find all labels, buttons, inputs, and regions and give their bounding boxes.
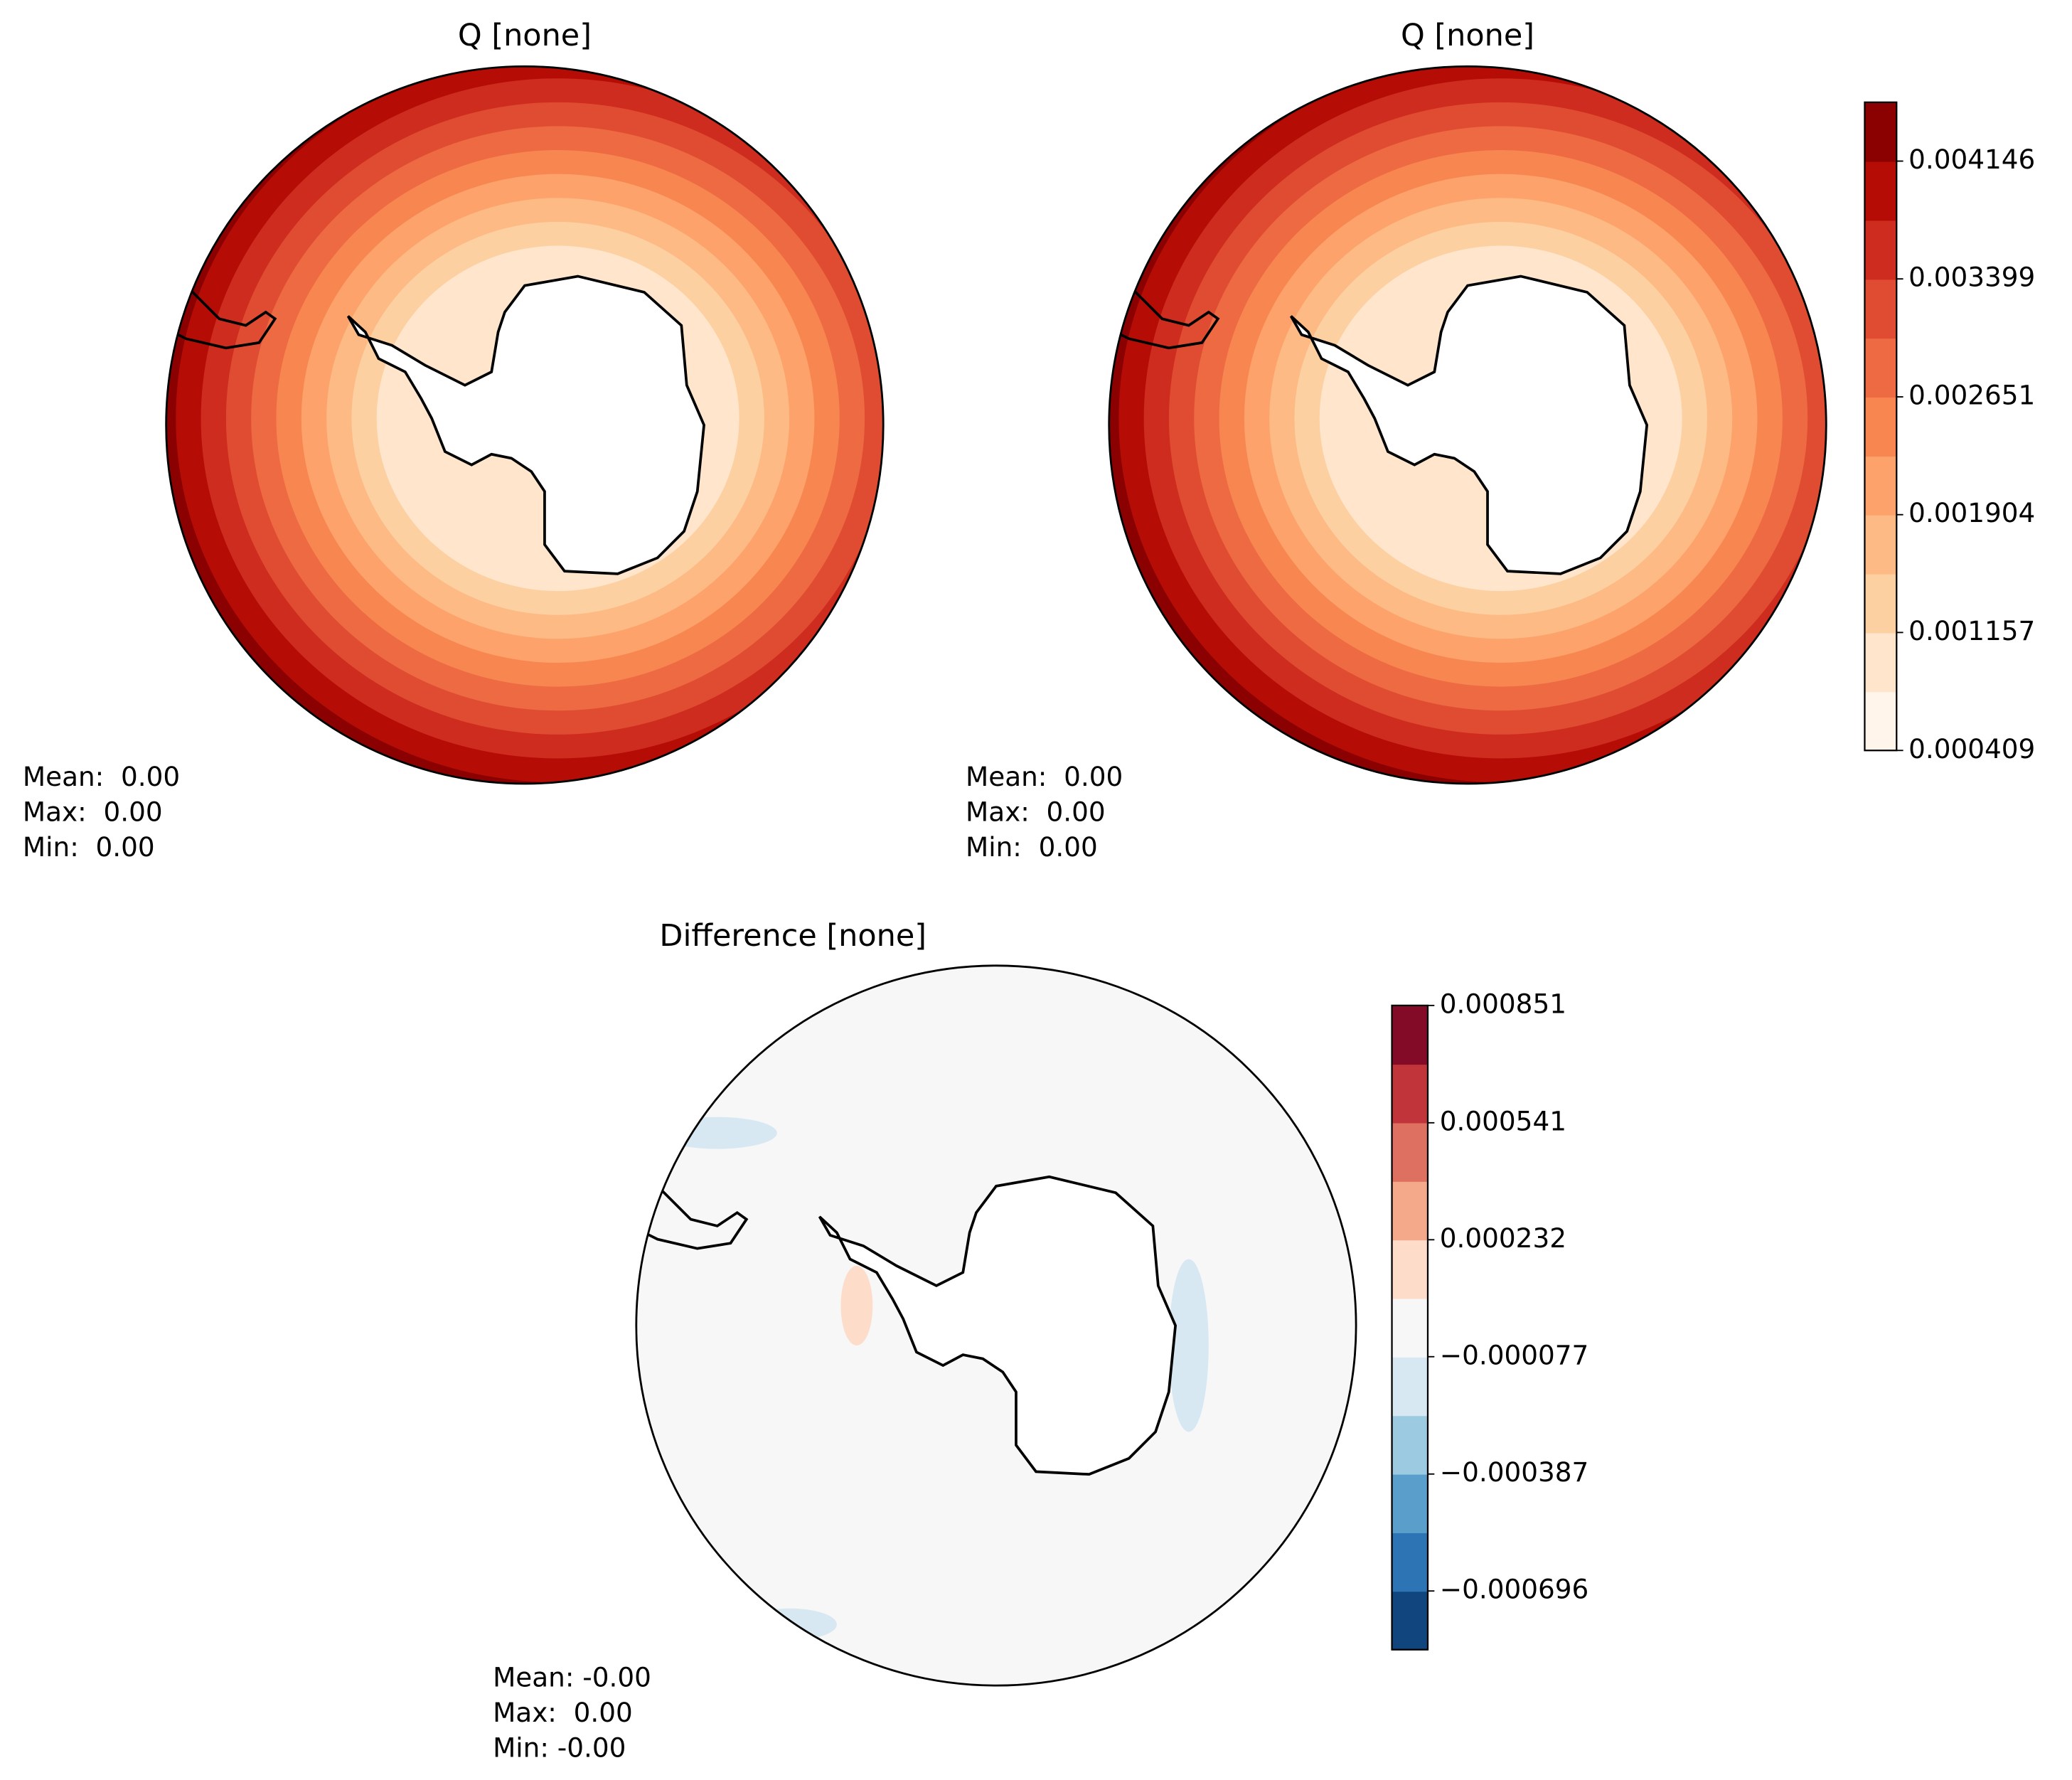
map-boundary <box>635 964 1357 1687</box>
colorbar-band <box>1864 573 1897 634</box>
map-field <box>1109 66 1827 784</box>
contour-band <box>1168 1259 1209 1432</box>
colorbar-band <box>1864 514 1897 575</box>
colorbar-band <box>1392 1240 1428 1299</box>
map-field <box>166 66 884 784</box>
map-boundary <box>1108 65 1827 785</box>
colorbar-band <box>1392 1591 1428 1651</box>
contour-band <box>657 1117 777 1149</box>
contour-band <box>744 1608 837 1641</box>
map-title: Q [none] <box>1401 18 1534 53</box>
stat-label: Max: 0.00 <box>493 1697 633 1728</box>
coastline <box>642 1179 749 1250</box>
colorbar-band <box>1864 397 1897 457</box>
colorbar-tick-label: 0.000232 <box>1440 1222 1566 1254</box>
colorbar-band <box>1392 1122 1428 1182</box>
colorbar-tick-label: 0.003399 <box>1908 262 2035 293</box>
coastline <box>1114 279 1220 350</box>
stat-label: Max: 0.00 <box>966 796 1106 827</box>
stat-label: Min: -0.00 <box>493 1732 626 1763</box>
stat-label: Mean: 0.00 <box>23 761 180 792</box>
colorbar-band <box>1392 1005 1428 1065</box>
colorbar-band <box>1864 691 1897 752</box>
coastline <box>171 279 277 350</box>
colorbar-tick-label: 0.000541 <box>1440 1105 1566 1136</box>
colorbar-band <box>1864 161 1897 221</box>
colorbar-band <box>1864 632 1897 693</box>
colorbar-band <box>1864 338 1897 398</box>
map-title: Q [none] <box>458 18 592 53</box>
colorbar-frame <box>1864 101 1898 752</box>
stat-label: Mean: 0.00 <box>966 761 1123 792</box>
colorbar-tick-label: 0.001157 <box>1908 615 2035 646</box>
colorbar-band <box>1864 102 1897 162</box>
colorbar-tick-label: 0.000851 <box>1440 988 1566 1019</box>
colorbar-band <box>1864 279 1897 339</box>
stat-label: Max: 0.00 <box>23 796 163 827</box>
colorbar-tick-label: 0.002651 <box>1908 380 2035 411</box>
stat-label: Min: 0.00 <box>966 831 1098 863</box>
land <box>818 1175 1177 1476</box>
colorbar-band <box>1392 1533 1428 1592</box>
colorbar-band <box>1392 1356 1428 1417</box>
colorbar-tick-label: −0.000387 <box>1440 1456 1588 1488</box>
colorbar-band <box>1864 455 1897 516</box>
colorbar-band <box>1392 1181 1428 1241</box>
colorbar-tick-label: −0.000696 <box>1440 1574 1588 1605</box>
colorbar-band <box>1392 1473 1428 1533</box>
contour-band <box>840 1265 873 1345</box>
colorbar-tick-label: 0.000409 <box>1908 733 2035 764</box>
map-title: Difference [none] <box>659 918 926 954</box>
map-field <box>636 965 1357 1686</box>
stat-label: Mean: -0.00 <box>493 1661 651 1693</box>
land <box>346 275 705 575</box>
colorbar-frame <box>1391 1004 1429 1651</box>
colorbar-tick-label: 0.001904 <box>1908 497 2035 528</box>
colorbar-band <box>1392 1415 1428 1475</box>
colorbar-tick-label: 0.004146 <box>1908 144 2035 175</box>
land <box>1289 275 1649 575</box>
colorbar-band <box>1864 220 1897 280</box>
colorbar-band <box>1392 1064 1428 1124</box>
colorbar-tick-label: −0.000077 <box>1440 1339 1588 1370</box>
map-boundary <box>165 65 885 785</box>
stat-label: Min: 0.00 <box>23 831 155 863</box>
colorbar-band <box>1392 1298 1428 1358</box>
